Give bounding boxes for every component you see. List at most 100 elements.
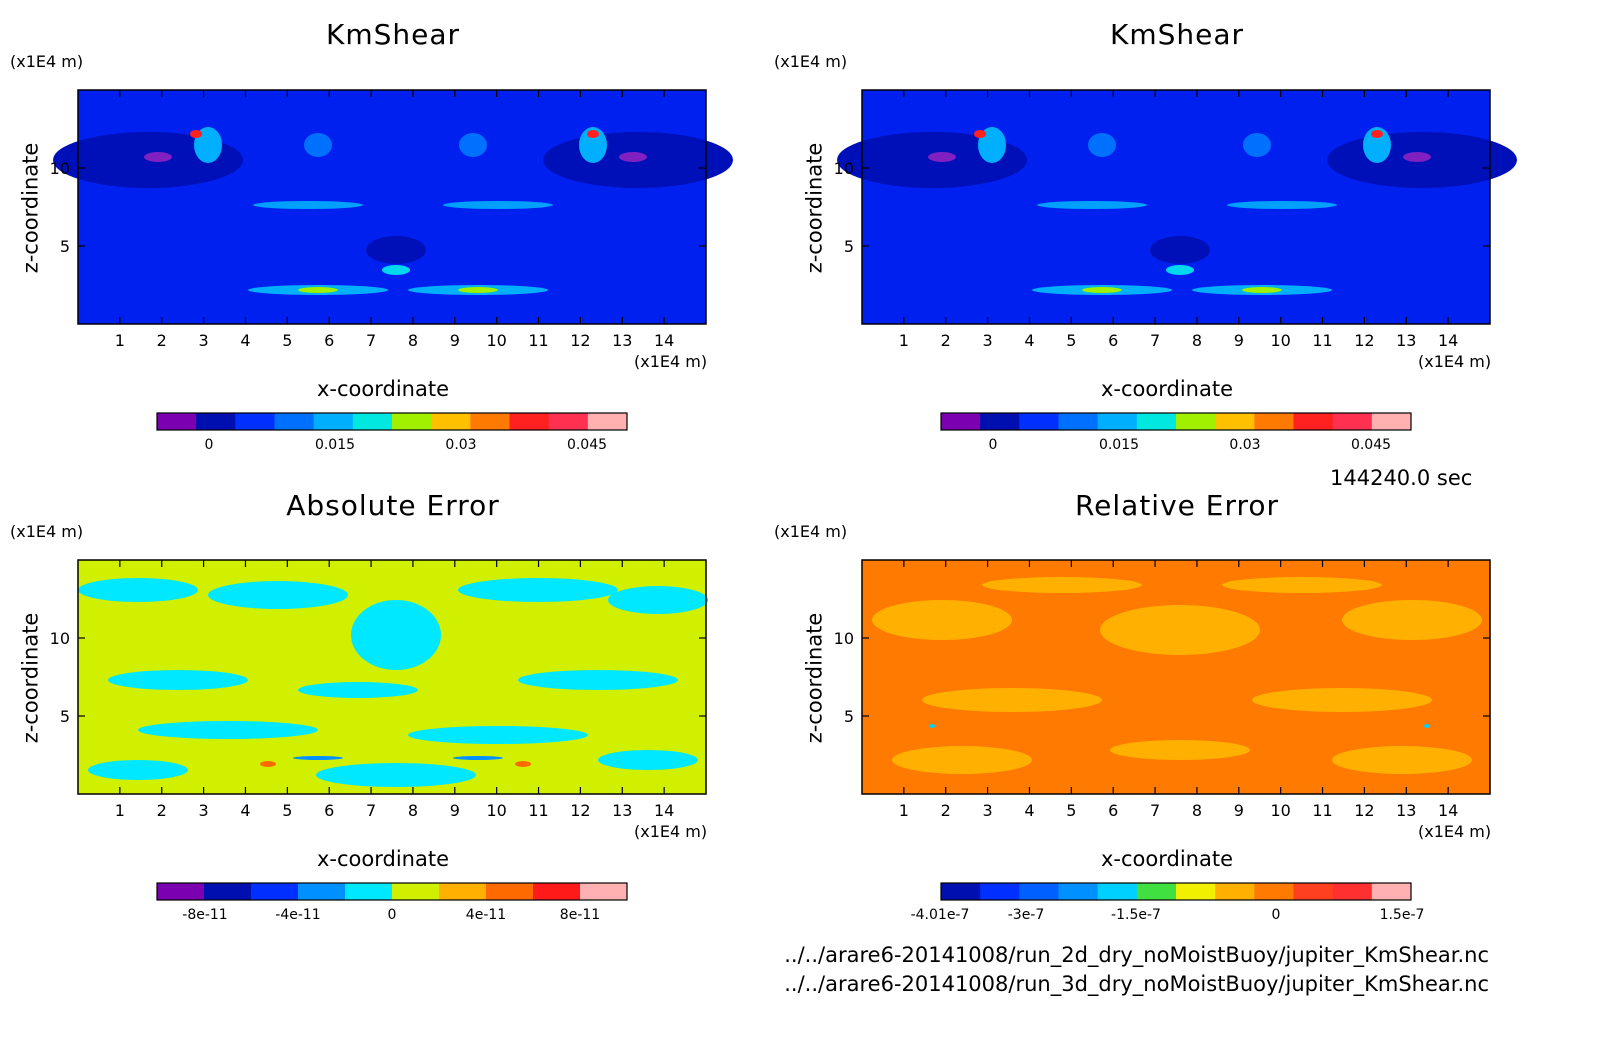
panel2-x-unit: (x1E4 m) (1418, 352, 1492, 371)
time-label: 144240.0 sec (1330, 466, 1473, 490)
colorbar-swatch (235, 413, 275, 430)
colorbar-tick-label: 0.03 (445, 437, 476, 453)
colorbar-swatch (1176, 413, 1216, 430)
x-tick-label: 9 (450, 801, 460, 820)
x-tick-label: 9 (450, 331, 460, 350)
colorbar-swatch (1136, 413, 1177, 430)
x-tick-label: 9 (1234, 331, 1244, 350)
x-tick-label: 2 (157, 801, 167, 820)
panel4-title: Relative Error (1074, 489, 1280, 522)
x-tick-label: 2 (941, 331, 951, 350)
x-tick-label: 6 (324, 801, 334, 820)
panel4-y-unit: (x1E4 m) (774, 522, 848, 541)
colorbar-tick-label: 0.03 (1229, 437, 1260, 453)
panel4-x-label: x-coordinate (1101, 847, 1234, 871)
colorbar-swatch (1215, 413, 1255, 430)
x-tick-label: 14 (1438, 331, 1458, 350)
panel3-title: Absolute Error (286, 489, 500, 522)
colorbar-swatch (1332, 413, 1373, 430)
x-tick-label: 12 (570, 331, 590, 350)
colorbar-frame (940, 882, 1412, 901)
colorbar-swatch (509, 413, 550, 430)
colorbar-swatch (431, 413, 471, 430)
colorbar-swatch (274, 413, 315, 430)
x-tick-label: 3 (983, 331, 993, 350)
panel4-colorbar: -4.01e-7 -3e-7 -1.5e-7 0 1.5e-7 (911, 882, 1425, 923)
colorbar-swatch (1019, 883, 1059, 900)
x-tick-label: 5 (282, 331, 292, 350)
x-tick-label: 7 (366, 331, 376, 350)
colorbar-tick-label: -4.01e-7 (911, 907, 970, 923)
x-tick-label: 12 (1354, 331, 1374, 350)
x-tick-label: 3 (199, 331, 209, 350)
panel2-y-unit: (x1E4 m) (774, 52, 848, 71)
y-tick-label: 5 (844, 237, 854, 256)
colorbar-tick-label: 1.5e-7 (1380, 907, 1425, 923)
panel1-x-unit: (x1E4 m) (634, 352, 708, 371)
x-tick-label: 2 (157, 331, 167, 350)
colorbar-frame (940, 412, 1412, 431)
colorbar-swatch (941, 883, 981, 900)
x-tick-label: 2 (941, 801, 951, 820)
x-tick-label: 1 (115, 331, 125, 350)
x-tick-label: 10 (1270, 801, 1290, 820)
plot-frame (861, 89, 1491, 325)
x-tick-label: 6 (1108, 331, 1118, 350)
y-tick-label: 5 (60, 707, 70, 726)
x-tick-label: 4 (240, 801, 250, 820)
x-tick-label: 6 (1108, 801, 1118, 820)
colorbar-frame (156, 882, 628, 901)
x-tick-label: 7 (1150, 331, 1160, 350)
x-tick-label: 8 (1192, 331, 1202, 350)
x-tick-label: 1 (115, 801, 125, 820)
panel2-colorbar: 0 0.015 0.03 0.045 (940, 412, 1412, 453)
x-tick-label: 5 (1066, 801, 1076, 820)
colorbar-tick-label: -8e-11 (182, 907, 227, 923)
x-tick-label: 12 (1354, 801, 1374, 820)
x-tick-label: 10 (1270, 331, 1290, 350)
colorbar-tick-label: -4e-11 (275, 907, 320, 923)
x-tick-label: 9 (1234, 801, 1244, 820)
colorbar-swatch (1019, 413, 1059, 430)
x-tick-label: 14 (654, 331, 674, 350)
colorbar-swatch (1254, 883, 1294, 900)
colorbar-swatch (1371, 413, 1412, 430)
y-tick-label: 10 (834, 159, 854, 178)
y-tick-label: 10 (834, 629, 854, 648)
x-tick-label: 7 (1150, 801, 1160, 820)
y-tick-label: 10 (50, 159, 70, 178)
colorbar-swatch (204, 883, 252, 900)
colorbar-swatch (1293, 413, 1334, 430)
x-tick-label: 4 (1024, 801, 1034, 820)
colorbar-swatch (1136, 883, 1177, 900)
colorbar-swatch (470, 413, 510, 430)
panel1-colorbar: 0 0.015 0.03 0.045 (156, 412, 628, 453)
x-tick-label: 3 (199, 801, 209, 820)
y-tick-label: 10 (50, 629, 70, 648)
colorbar-frame (156, 412, 628, 431)
x-tick-label: 1 (899, 331, 909, 350)
colorbar-tick-label: 0 (388, 907, 397, 923)
colorbar-tick-label: 0 (989, 437, 998, 453)
x-tick-label: 13 (1396, 801, 1416, 820)
colorbar-swatch (313, 413, 354, 430)
colorbar-tick-label: 4e-11 (466, 907, 506, 923)
x-tick-label: 13 (612, 331, 632, 350)
colorbar-swatch (1176, 883, 1216, 900)
x-tick-label: 10 (486, 801, 506, 820)
colorbar-swatch (533, 883, 581, 900)
colorbar-swatch (157, 413, 197, 430)
x-tick-label: 5 (1066, 331, 1076, 350)
x-tick-label: 13 (1396, 331, 1416, 350)
colorbar-swatch (1332, 883, 1373, 900)
colorbar-tick-label: 0 (1272, 907, 1281, 923)
colorbar-swatch (392, 413, 432, 430)
x-tick-label: 8 (408, 801, 418, 820)
colorbar-swatch (1293, 883, 1334, 900)
colorbar-swatch (1097, 413, 1138, 430)
y-tick-label: 5 (844, 707, 854, 726)
x-tick-label: 4 (240, 331, 250, 350)
panel3-y-unit: (x1E4 m) (10, 522, 84, 541)
